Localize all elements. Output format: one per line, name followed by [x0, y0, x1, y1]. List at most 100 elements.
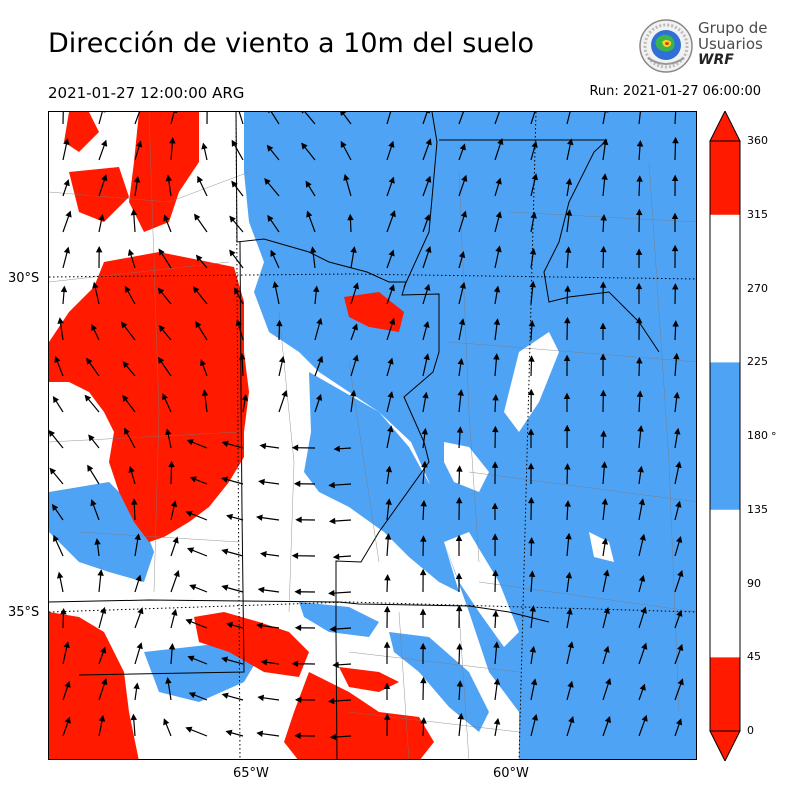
wind-arrow-head	[492, 569, 499, 577]
wind-arrow-head	[162, 393, 169, 401]
lon-label-60w: 60°W	[493, 766, 529, 781]
wind-arrow-head	[90, 499, 97, 507]
wind-arrow-head	[675, 718, 683, 726]
wind-arrow-head	[241, 394, 249, 401]
wind-arrow-head	[188, 692, 196, 699]
wind-arrow-head	[599, 353, 607, 360]
east-west-wind-region	[444, 332, 614, 647]
wind-arrow-head	[385, 498, 392, 505]
wind-arrow-head	[459, 281, 466, 289]
wind-arrow-head	[276, 319, 283, 327]
wind-arrow-head	[491, 533, 499, 540]
wind-arrow-head	[635, 316, 643, 324]
wind-arrow-head	[493, 641, 500, 648]
map-title: Dirección de viento a 10m del suelo	[48, 28, 535, 59]
wind-arrow-head	[63, 138, 70, 146]
wind-arrow-head	[259, 442, 267, 450]
province-boundaries	[49, 112, 660, 759]
wind-arrow-head	[425, 175, 432, 183]
wind-arrow-head	[677, 643, 684, 652]
wind-arrow-head	[458, 318, 466, 326]
wind-arrow-head	[636, 357, 643, 364]
wind-arrow-head	[455, 496, 463, 504]
wind-arrow-head	[173, 570, 180, 578]
wind-arrow-head	[316, 317, 323, 325]
wind-arrow-head	[528, 537, 535, 544]
wind-arrow	[494, 112, 500, 125]
wind-arrow-head	[231, 139, 238, 147]
lon-label-65w: 65°W	[233, 766, 269, 781]
wind-arrow-head	[256, 622, 263, 629]
wind-arrow-head	[495, 245, 502, 253]
wind-arrow-head	[420, 535, 427, 542]
wind-arrow-head	[234, 287, 241, 295]
colorbar-band	[710, 362, 740, 510]
wind-arrow-head	[422, 391, 429, 399]
wind-arrow-head	[599, 322, 607, 329]
wind-arrow-head	[128, 465, 135, 473]
wind-arrow-head	[387, 425, 394, 433]
wind-arrow-head	[639, 683, 646, 691]
wind-arrow-head	[53, 534, 59, 542]
wind-arrow-head	[528, 570, 536, 578]
wind-arrow-head	[384, 573, 391, 581]
colorbar-tick-label: 360	[747, 134, 768, 147]
wind-arrow-head	[163, 214, 170, 222]
wind-arrow-head	[564, 500, 571, 507]
wind-arrow-head	[529, 280, 536, 288]
wind-arrow-head	[51, 503, 59, 511]
wind-arrow-head	[673, 391, 680, 399]
colorbar-tick-label: 225	[747, 355, 768, 369]
wind-arrow-head	[291, 444, 299, 452]
wind-arrow-head	[168, 643, 176, 650]
wind-arrow-head	[100, 646, 107, 654]
wind-arrow-head	[676, 609, 683, 617]
wind-arrow-head	[130, 208, 138, 216]
wind-arrow-head	[389, 210, 396, 218]
wind-arrow-head	[458, 251, 466, 259]
wind-arrow-head	[528, 496, 535, 504]
wind-arrow-head	[195, 321, 202, 329]
wind-arrow-head	[225, 729, 233, 736]
wind-arrow-head	[460, 210, 467, 218]
wind-arrow-head	[421, 460, 428, 468]
wind-arrow-head	[456, 426, 464, 433]
wind-arrow-head	[101, 139, 108, 147]
wind-arrow	[674, 112, 677, 125]
wind-arrow-head	[600, 389, 607, 397]
wind-arrow-head	[492, 394, 499, 401]
wind-arrow-head	[457, 358, 464, 365]
wind-arrow-head	[567, 138, 574, 146]
wind-arrow-head	[350, 389, 357, 397]
colorbar-tick-label: 270	[747, 281, 768, 295]
wind-arrow-head	[192, 286, 200, 294]
wind-arrow-head	[672, 320, 679, 327]
wind-arrow-head	[134, 533, 141, 541]
wind-arrow-head	[65, 210, 72, 218]
wind-arrow-head	[601, 537, 609, 545]
wind-arrow-head	[165, 428, 172, 436]
wind-arrow-head	[601, 138, 609, 146]
wind-arrow-head	[456, 680, 464, 687]
wind-arrow	[566, 112, 571, 125]
wind-arrow-head	[493, 353, 500, 360]
wind-arrow-head	[600, 461, 608, 468]
wind-arrow-head	[388, 140, 395, 148]
wind-arrow-head	[384, 533, 392, 540]
wind-arrow-head	[256, 730, 264, 737]
wind-arrow-head	[675, 535, 683, 543]
wind-arrow-head	[383, 682, 391, 689]
wind-arrow-head	[603, 645, 610, 653]
wind-arrow	[98, 112, 103, 125]
wind-arrow-head	[563, 392, 571, 400]
wind-arrow-head	[120, 321, 128, 329]
wind-arrow-head	[600, 245, 607, 253]
colorbar-tick-label: 180	[747, 429, 768, 442]
wind-arrow-head	[231, 180, 238, 188]
wind-arrow-head	[226, 621, 234, 629]
wind-arrow-head	[60, 607, 67, 615]
wind-arrow-head	[497, 137, 504, 146]
wind-arrow-head	[383, 641, 391, 648]
wind-arrow-head	[60, 285, 68, 293]
colorbar	[709, 111, 741, 761]
